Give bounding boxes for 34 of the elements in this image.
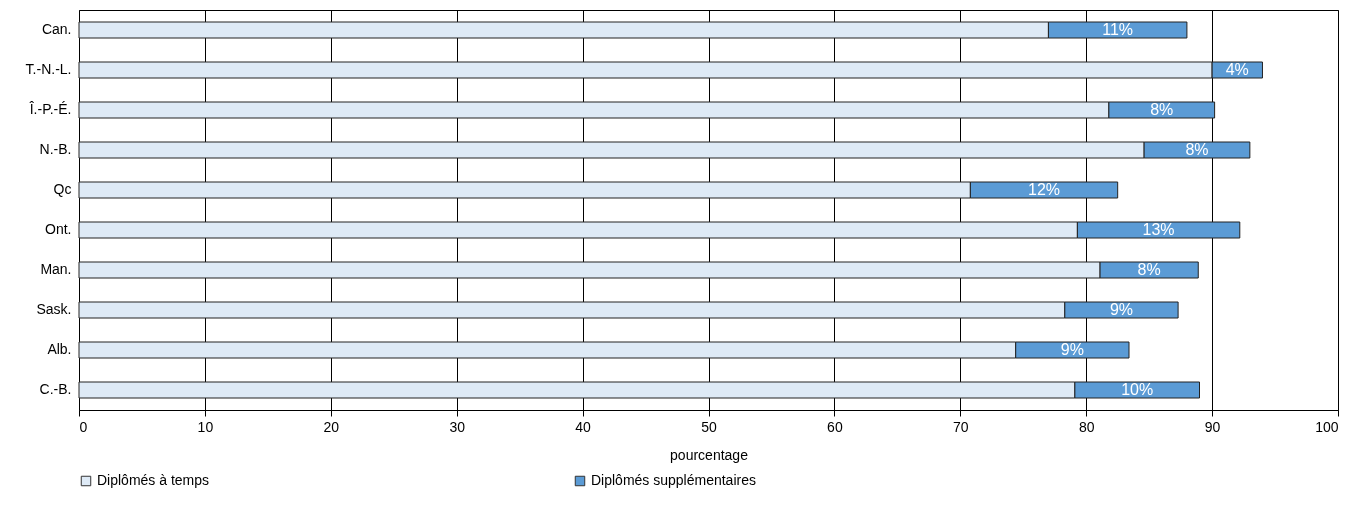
x-tick-label: 100 (1315, 418, 1339, 435)
y-tick-label: Alb. (47, 341, 72, 357)
x-tick-label: 40 (575, 418, 592, 435)
x-tick-label: 90 (1204, 418, 1221, 435)
y-tick-label: Can. (41, 21, 72, 37)
y-tick-label: Î.-P.-É. (28, 101, 72, 117)
data-label: 4% (1225, 61, 1249, 78)
x-tick-label: 80 (1078, 418, 1095, 435)
legend-label: Diplômés à temps (97, 472, 210, 488)
data-label: 8% (1137, 261, 1161, 278)
x-tick-label: 50 (701, 418, 717, 435)
y-tick-label: N.-B. (39, 141, 72, 157)
y-tick-label: Man. (40, 261, 72, 277)
y-tick-label: Sask. (36, 301, 72, 317)
x-tick-label: 30 (449, 418, 466, 435)
y-tick-label: Qc (53, 181, 72, 197)
x-tick-label: 60 (827, 418, 843, 435)
data-label: 10% (1121, 381, 1154, 398)
y-tick-label: T.-N.-L. (25, 61, 72, 77)
x-tick-label: 10 (197, 418, 214, 435)
y-tick-label: C.-B. (39, 381, 72, 397)
data-label: 9% (1109, 301, 1134, 318)
x-tick-label: 70 (953, 418, 969, 435)
data-label: 9% (1060, 341, 1084, 358)
x-tick-label: 0 (79, 418, 88, 435)
legend-label: Diplômés supplémentaires (591, 472, 756, 488)
data-label: 8% (1150, 101, 1174, 118)
data-label: 13% (1142, 221, 1175, 238)
data-label: 8% (1185, 141, 1209, 158)
data-label: 12% (1028, 181, 1061, 198)
x-axis-title: pourcentage (670, 446, 749, 463)
x-tick-label: 20 (323, 418, 340, 435)
y-tick-label: Ont. (45, 221, 72, 237)
data-label: 11% (1102, 21, 1134, 38)
